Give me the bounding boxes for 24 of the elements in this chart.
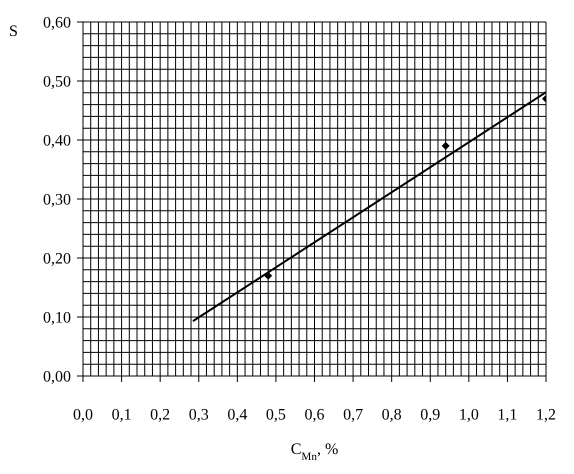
x-tick-label: 0,0 [73, 406, 93, 424]
y-tick-label: 0,60 [43, 14, 71, 32]
x-tick-label: 0,4 [227, 406, 248, 424]
x-tick-label: 0,8 [382, 406, 402, 424]
x-tick-label: 1,0 [458, 406, 479, 424]
y-tick-label: 0,20 [43, 250, 71, 268]
y-tick-label: 0,30 [43, 192, 71, 209]
x-axis-title: C$_{Mn}$, % [290, 441, 338, 463]
x-tick-label: 0,6 [304, 406, 324, 424]
x-tick-label: 1,2 [536, 406, 556, 424]
x-tick-label: 0,2 [150, 406, 170, 424]
x-tick-label: 0,1 [112, 406, 132, 424]
x-tick-label: 0,3 [188, 406, 209, 424]
y-tick-label: 0,10 [43, 310, 71, 327]
x-tick-label: 0,5 [266, 406, 286, 424]
y-tick-label: 0,50 [43, 74, 71, 91]
point [442, 142, 450, 150]
point [264, 272, 272, 280]
y-tick-label: 0,40 [43, 132, 71, 150]
y-tick-label: 0,00 [43, 368, 71, 386]
x-tick-label: 1,1 [497, 406, 518, 424]
x-tick-label: 0,9 [420, 406, 440, 424]
x-tick-label: 0,7 [343, 406, 364, 424]
y-axis-title: S [9, 23, 18, 40]
